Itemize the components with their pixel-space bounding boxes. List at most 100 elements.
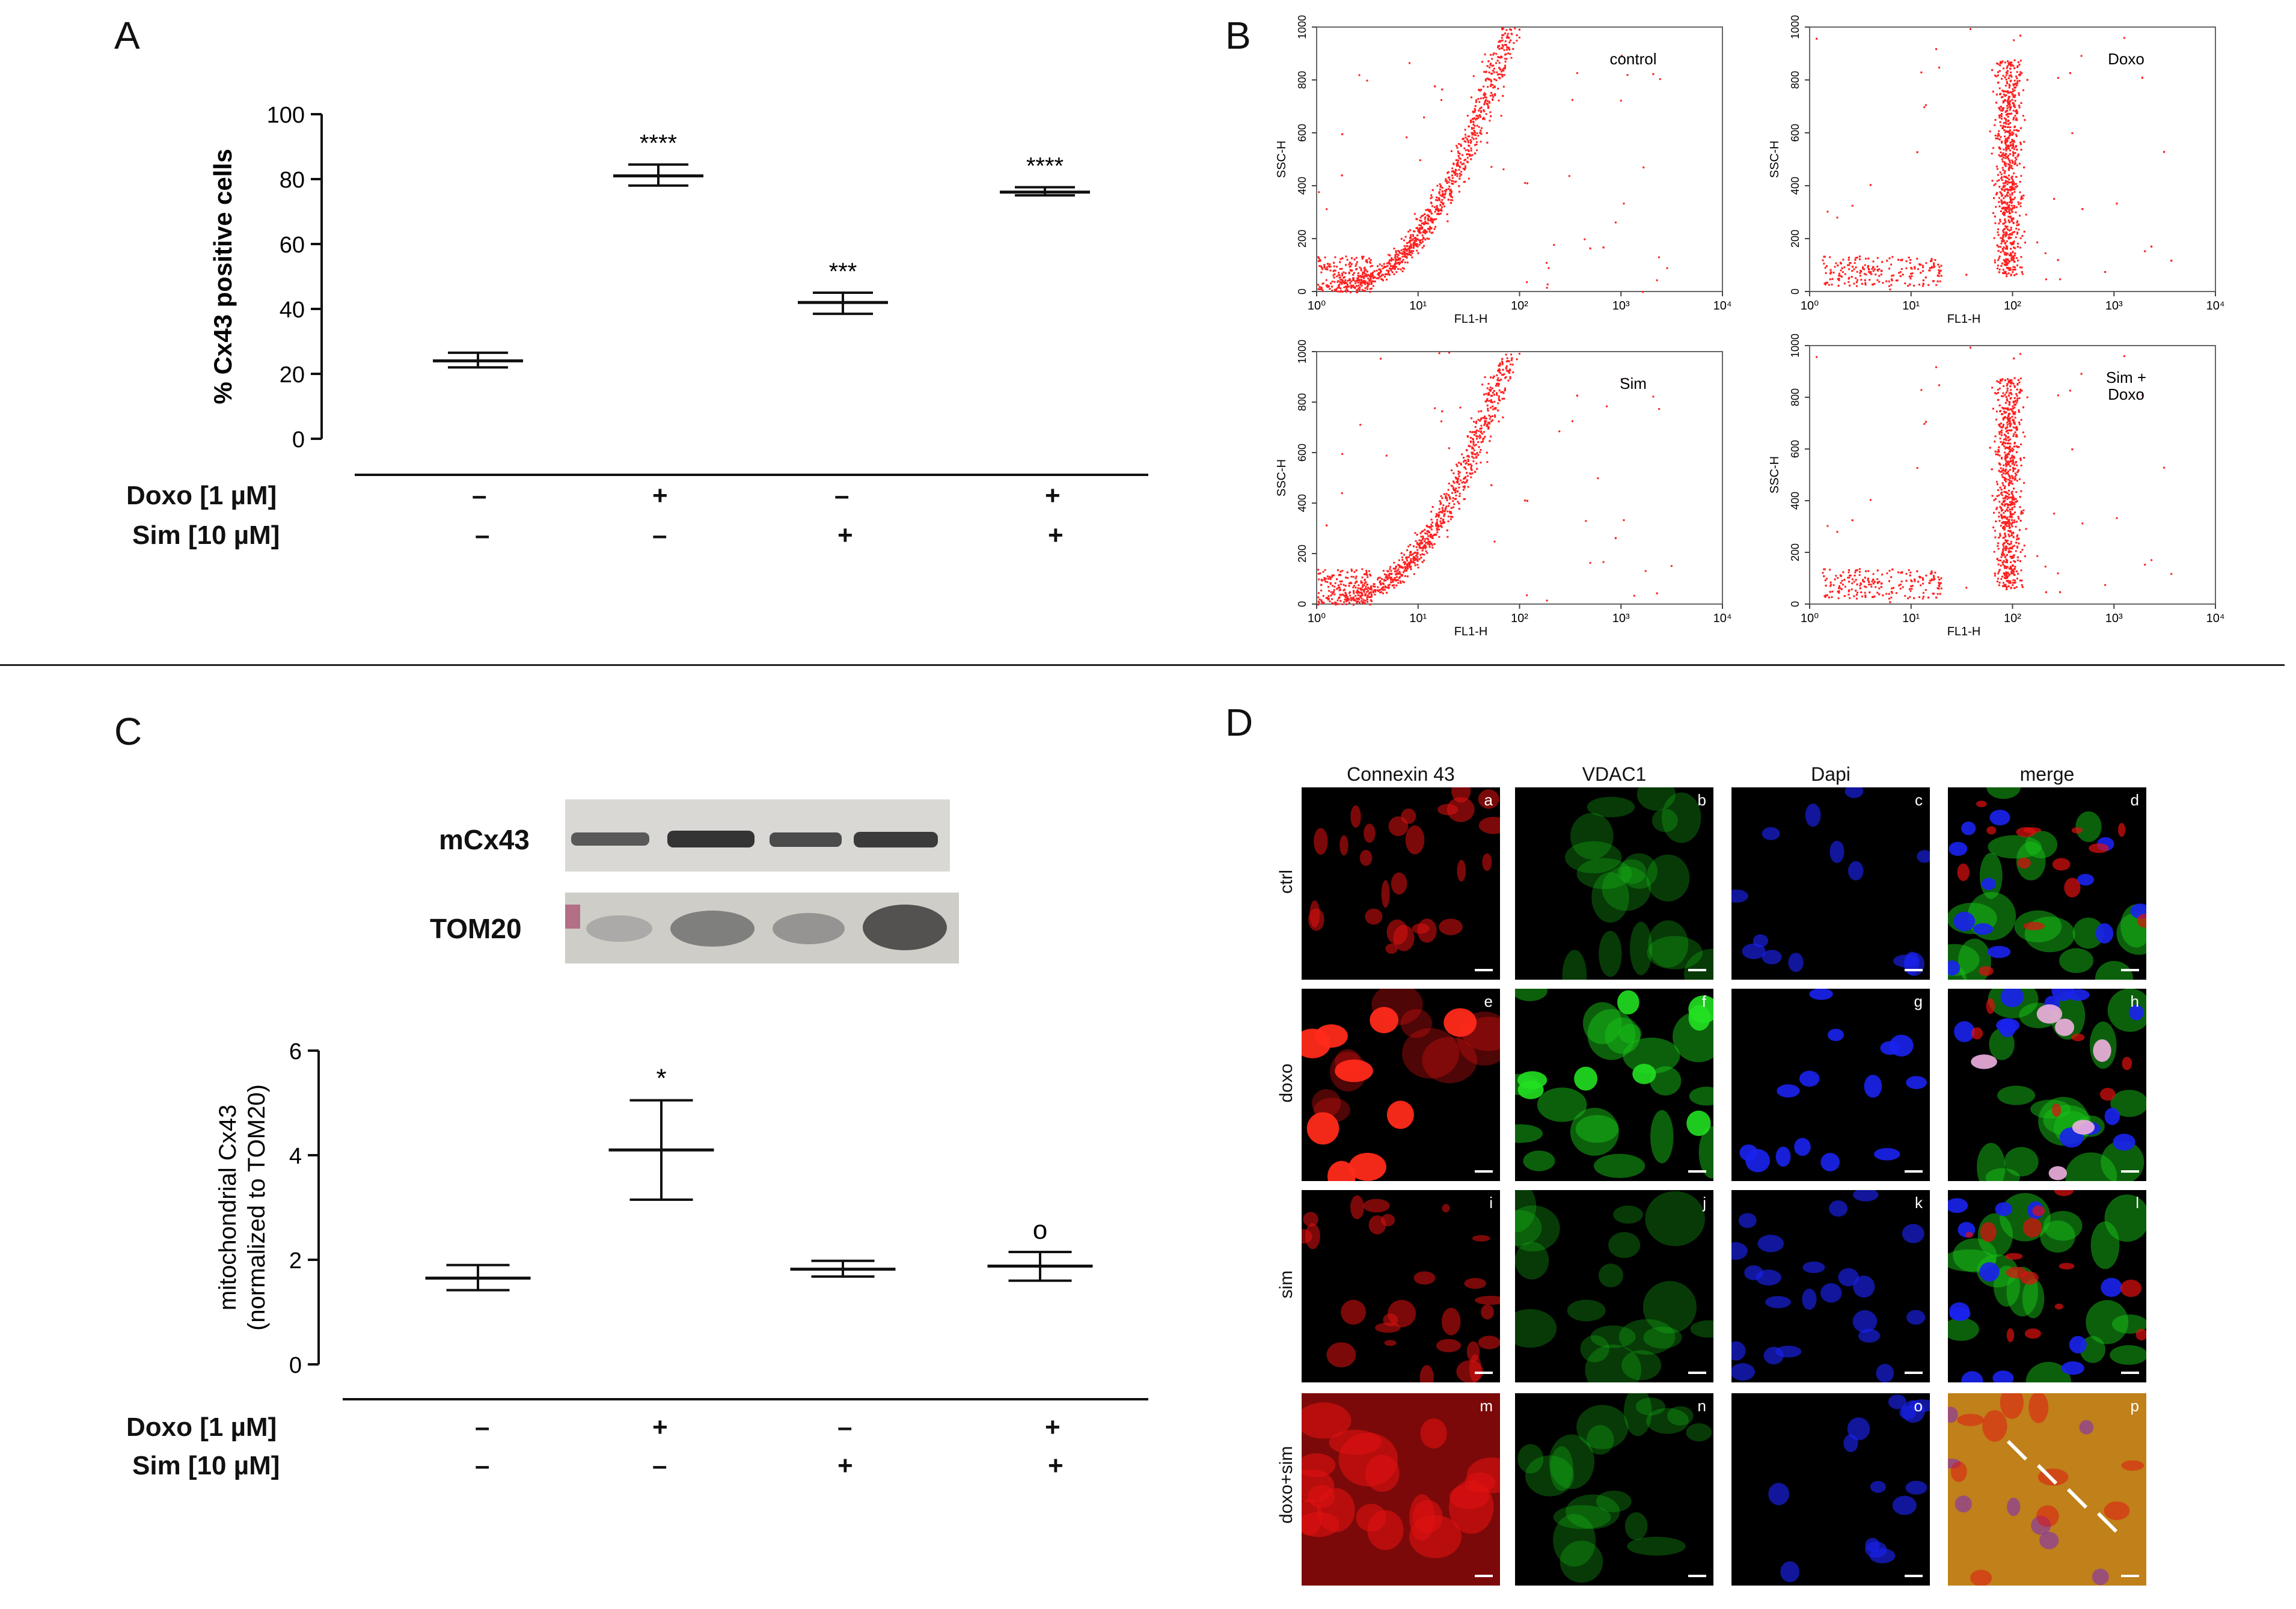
flow-event-dot	[1443, 515, 1445, 518]
doxo-sign-c3: –	[837, 1412, 853, 1442]
flow-event-dot	[1368, 257, 1370, 260]
flow-event-dot	[1419, 532, 1422, 534]
flow-event-dot	[2001, 551, 2004, 554]
flow-event-dot	[1461, 453, 1463, 456]
flow-event-dot	[2006, 498, 2009, 500]
flow-event-dot	[1882, 282, 1884, 284]
flow-event-dot	[1337, 280, 1339, 282]
flow-event-dot	[1480, 110, 1483, 112]
flow-event-dot	[1480, 441, 1483, 444]
flow-event-dot	[1486, 387, 1489, 389]
flow-event-dot	[1456, 465, 1459, 467]
flow-event-dot	[1333, 269, 1335, 272]
flow-event-dot	[1823, 255, 1826, 258]
flow-event-dot	[1888, 285, 1890, 287]
flow-event-dot	[1916, 467, 1918, 469]
flow-event-dot	[2007, 267, 2010, 269]
flow-event-dot	[1336, 275, 1338, 278]
flow-event-dot	[1430, 212, 1433, 215]
flow-event-dot	[1442, 521, 1445, 523]
flow-event-dot	[1508, 368, 1511, 371]
flow-event-dot	[1997, 259, 2000, 261]
flow-event-dot	[1457, 164, 1459, 166]
flow-y-tick-label: 200	[1789, 230, 1801, 248]
flow-event-dot	[1346, 284, 1349, 285]
flow-event-dot	[1341, 603, 1344, 605]
flow-event-dot	[1433, 219, 1435, 221]
flow-event-dot	[1448, 181, 1450, 183]
sim-sign-c4: +	[1048, 1451, 1064, 1480]
flow-event-dot	[1337, 603, 1339, 605]
flow-event-dot	[1572, 420, 1573, 423]
flow-event-dot	[1431, 537, 1433, 539]
flow-event-dot	[2004, 154, 2007, 157]
flow-event-dot	[2013, 90, 2016, 91]
flow-event-dot	[1455, 169, 1457, 171]
flow-event-dot	[1451, 167, 1454, 169]
flow-event-dot	[1474, 105, 1477, 107]
flow-event-dot	[1854, 259, 1857, 261]
flow-event-dot	[1483, 103, 1486, 106]
flow-event-dot	[1936, 274, 1939, 276]
flow-event-dot	[2003, 201, 2006, 203]
flow-event-dot	[1868, 583, 1870, 585]
flow-event-dot	[1436, 205, 1438, 207]
doxo-sign-a3: –	[834, 481, 850, 510]
flow-event-dot	[2012, 145, 2015, 148]
flow-event-dot	[1359, 587, 1362, 590]
flow-event-dot	[2019, 377, 2022, 380]
significance-marker: ****	[640, 130, 677, 157]
flow-event-dot	[1995, 137, 1997, 139]
flow-event-dot	[1427, 219, 1430, 222]
flow-event-dot	[1457, 470, 1460, 472]
flow-event-dot	[1851, 276, 1853, 278]
flow-event-dot	[1474, 444, 1476, 447]
flow-event-dot	[1356, 289, 1358, 291]
flow-event-dot	[1366, 261, 1368, 264]
flow-event-dot	[2004, 85, 2007, 87]
flow-event-dot	[2005, 231, 2007, 234]
flow-event-dot	[1456, 165, 1458, 167]
flow-event-dot	[1490, 63, 1492, 65]
flow-event-dot	[1923, 106, 1926, 108]
significance-marker: ****	[1026, 153, 1064, 180]
flow-event-dot	[2019, 60, 2022, 62]
flow-event-dot	[1411, 252, 1413, 254]
flow-event-dot	[1478, 101, 1481, 103]
flow-event-dot	[2006, 82, 2009, 85]
flow-event-dot	[1502, 67, 1505, 70]
flow-event-dot	[1338, 284, 1340, 287]
flow-event-dot	[1510, 353, 1512, 356]
flow-event-dot	[1409, 62, 1410, 64]
flow-event-dot	[1476, 149, 1478, 151]
flow-event-dot	[1365, 269, 1367, 271]
flow-event-dot	[1409, 561, 1412, 564]
flow-event-dot	[1382, 279, 1384, 281]
flow-event-dot	[1343, 588, 1345, 591]
flow-event-dot	[1450, 507, 1453, 509]
flow-event-dot	[1377, 590, 1380, 592]
flow-event-dot	[1431, 189, 1434, 191]
flow-event-dot	[1345, 264, 1347, 266]
flow-event-dot	[1456, 173, 1459, 175]
flow-event-dot	[2020, 198, 2022, 200]
flow-event-dot	[2009, 194, 2011, 196]
flow-event-dot	[1466, 138, 1468, 140]
flow-event-dot	[1447, 171, 1450, 173]
flow-event-dot	[1416, 534, 1418, 536]
flow-event-dot	[1459, 177, 1461, 180]
flow-event-dot	[1642, 291, 1644, 293]
flow-event-dot	[2007, 163, 2010, 165]
flow-event-dot	[1422, 537, 1424, 539]
flow-event-dot	[1355, 591, 1358, 593]
flow-event-dot	[1438, 197, 1440, 200]
flow-event-dot	[2007, 154, 2009, 157]
flow-event-dot	[1475, 444, 1477, 446]
flow-event-dot	[2010, 74, 2012, 76]
flow-event-dot	[1493, 86, 1496, 88]
flow-event-dot	[1524, 182, 1526, 184]
flow-event-dot	[1897, 571, 1899, 573]
flow-event-dot	[1418, 239, 1420, 241]
flow-event-dot	[1327, 578, 1330, 580]
flow-event-dot	[2004, 221, 2007, 224]
